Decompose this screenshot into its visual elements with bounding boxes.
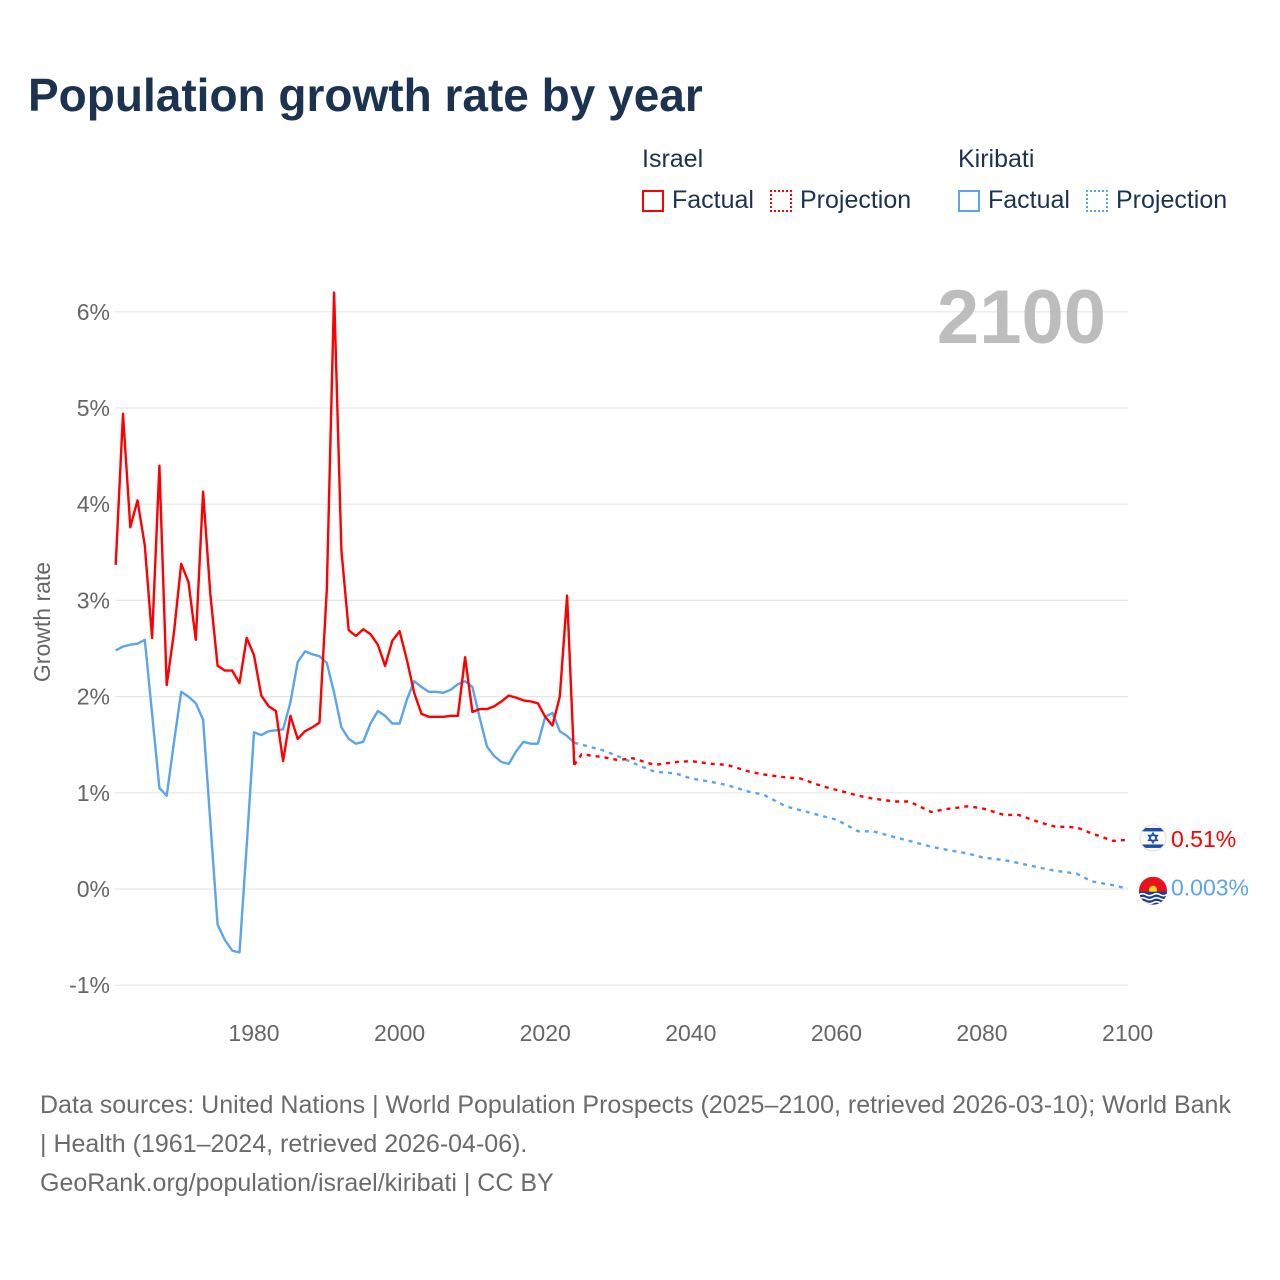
israel-end-value: 0.51%: [1171, 826, 1236, 852]
kiribati-factual-line: [115, 638, 576, 954]
x-tick-label: 2040: [665, 1020, 716, 1046]
israel-flag-icon: [1139, 824, 1167, 852]
kiribati-end-value: 0.003%: [1171, 875, 1249, 901]
y-tick-label: 0%: [77, 876, 110, 902]
y-tick-label: 6%: [77, 299, 110, 325]
y-tick-label: 2%: [77, 684, 110, 710]
solid-swatch-icon: [958, 189, 980, 212]
dotted-swatch-icon: [1085, 189, 1108, 212]
legend-label: Factual: [988, 186, 1070, 214]
legend-kiribati-factual[interactable]: Factual: [958, 186, 1070, 215]
legend-israel-factual[interactable]: Factual: [642, 186, 754, 215]
israel-factual-line: [114, 291, 576, 765]
x-tick-label: 2080: [956, 1020, 1007, 1046]
x-tick-label: 1980: [228, 1020, 279, 1046]
x-tick-label: 2000: [374, 1020, 425, 1046]
chart-title: Population growth rate by year: [28, 69, 703, 121]
legend-group-israel: Israel Factual Projection: [642, 145, 921, 215]
legend-label: Projection: [1115, 186, 1228, 214]
israel-projection-line: [573, 753, 1128, 843]
y-tick-label: 1%: [77, 780, 110, 806]
legend-label: Factual: [672, 186, 754, 214]
x-tick-label: 2060: [811, 1020, 862, 1046]
y-tick-label: 4%: [77, 491, 110, 517]
kiribati-flag-icon: [1139, 876, 1167, 905]
legend-label: Projection: [799, 186, 912, 214]
footer: Data sources: United Nations | World Pop…: [40, 1086, 1240, 1203]
x-tick-label: 2020: [520, 1020, 571, 1046]
x-tick-label: 2100: [1102, 1020, 1153, 1046]
legend-group-label: Kiribati: [958, 145, 1035, 173]
y-tick-label: 3%: [77, 587, 110, 613]
y-tick-label: 5%: [77, 395, 110, 421]
legend-group-label: Israel: [642, 145, 704, 173]
solid-swatch-icon: [642, 189, 664, 212]
data-sources: Data sources: United Nations | World Pop…: [40, 1091, 1231, 1158]
y-tick-label: -1%: [69, 972, 110, 998]
legend-israel-projection[interactable]: Projection: [769, 186, 912, 215]
legend-kiribati-projection[interactable]: Projection: [1085, 186, 1228, 215]
current-year-label: 2100: [937, 275, 1106, 360]
dotted-swatch-icon: [769, 189, 792, 212]
y-axis-title: Growth rate: [29, 562, 55, 682]
credit-link[interactable]: GeoRank.org/population/israel/kiribati |…: [40, 1169, 554, 1197]
legend-group-kiribati: Kiribati Factual Projection: [958, 145, 1237, 215]
